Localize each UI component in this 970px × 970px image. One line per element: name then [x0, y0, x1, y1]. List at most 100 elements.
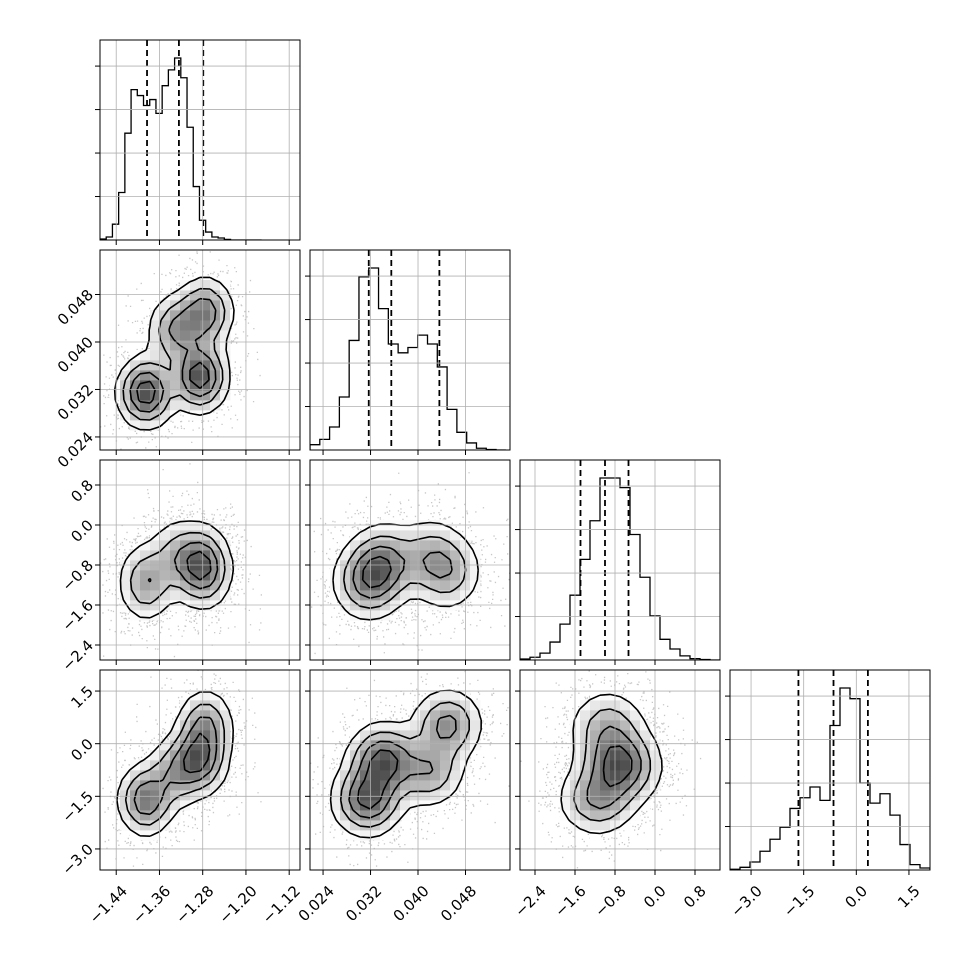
density-cell	[430, 790, 441, 801]
density-cell	[390, 810, 401, 821]
density-cell	[200, 790, 211, 801]
density-cell	[470, 710, 481, 721]
density-cell	[440, 790, 451, 801]
density-cell	[380, 740, 391, 751]
panel-frame	[519, 669, 721, 871]
density-cell	[180, 370, 191, 381]
density-cell	[190, 580, 201, 591]
y-tick-label: −1.6	[59, 596, 97, 634]
density-cell	[370, 590, 381, 601]
density-cell	[630, 800, 641, 811]
density-cell	[400, 730, 411, 741]
density-cell	[210, 530, 221, 541]
density-cell	[190, 280, 201, 291]
density-cell	[600, 750, 611, 761]
density-cell	[190, 780, 201, 791]
density-cell	[150, 370, 161, 381]
density-cell	[420, 540, 431, 551]
density-cell	[380, 800, 391, 811]
density-cell	[220, 300, 231, 311]
density-cell	[220, 320, 231, 331]
density-cell	[200, 400, 211, 411]
density-cell	[620, 750, 631, 761]
density-cell	[450, 740, 461, 751]
y-tick-label: 0.032	[54, 381, 97, 424]
density-cell	[580, 790, 591, 801]
density-cell	[360, 830, 371, 841]
density-cell	[400, 580, 411, 591]
density-cell	[200, 750, 211, 761]
density-cell	[580, 730, 591, 741]
density-cell	[380, 550, 391, 561]
density-cell	[360, 570, 371, 581]
density-cell	[450, 580, 461, 591]
density-cell	[420, 790, 431, 801]
contour-line	[573, 708, 652, 822]
density-cell	[330, 770, 341, 781]
density-cell	[340, 800, 351, 811]
histogram-2	[520, 460, 720, 660]
density-cell	[420, 730, 431, 741]
density-cell	[340, 570, 351, 581]
density-cell	[370, 730, 381, 741]
density-cell	[430, 590, 441, 601]
density-cell	[190, 320, 201, 331]
density-cell	[340, 780, 351, 791]
density-cell	[210, 320, 221, 331]
density-cell	[170, 410, 181, 421]
density-cell	[430, 700, 441, 711]
density-cell	[630, 740, 641, 751]
density-cell	[390, 720, 401, 731]
density-cell	[140, 570, 151, 581]
contour-line	[332, 521, 479, 621]
density-cell	[350, 550, 361, 561]
density-cell	[640, 780, 651, 791]
density-cell	[580, 780, 591, 791]
density-cell	[560, 800, 571, 811]
density-cell	[420, 570, 431, 581]
density-cell	[360, 770, 371, 781]
density-cell	[160, 390, 171, 401]
density-cell	[150, 350, 161, 361]
x-tick-label: 0.040	[390, 882, 433, 925]
density-cell	[440, 730, 451, 741]
density-cell	[600, 700, 611, 711]
density-cell	[150, 380, 161, 391]
density-cell	[170, 310, 181, 321]
density-cell	[400, 720, 411, 731]
density-cell	[620, 740, 631, 751]
density-cell	[140, 830, 151, 841]
contour-line	[133, 716, 218, 816]
density-cell	[180, 790, 191, 801]
density-cell	[620, 800, 631, 811]
density-cell	[180, 550, 191, 561]
density-cell	[440, 720, 451, 731]
contour-line	[560, 693, 663, 835]
density-cell	[360, 550, 371, 561]
density-cell	[130, 810, 141, 821]
density-cell	[560, 780, 571, 791]
density-cell	[210, 580, 221, 591]
density-cell	[150, 580, 161, 591]
density-cell	[400, 540, 411, 551]
density-cell	[410, 570, 421, 581]
density-cell	[400, 740, 411, 751]
density-cell	[390, 760, 401, 771]
density-cell	[370, 580, 381, 591]
density-cell	[410, 800, 421, 811]
density-cell	[220, 760, 231, 771]
density-cell	[420, 530, 431, 541]
density-cell	[590, 800, 601, 811]
density-cell	[170, 720, 181, 731]
density-cell	[150, 550, 161, 561]
density-cell	[170, 570, 181, 581]
density-cell	[200, 330, 211, 341]
density-cell	[380, 790, 391, 801]
density-cell	[430, 720, 441, 731]
x-tick-label: −1.36	[129, 882, 174, 927]
x-tick-label: 1.5	[894, 882, 924, 912]
density-cell	[200, 290, 211, 301]
density-cell	[160, 780, 171, 791]
density-cell	[370, 770, 381, 781]
density-cell	[180, 580, 191, 591]
